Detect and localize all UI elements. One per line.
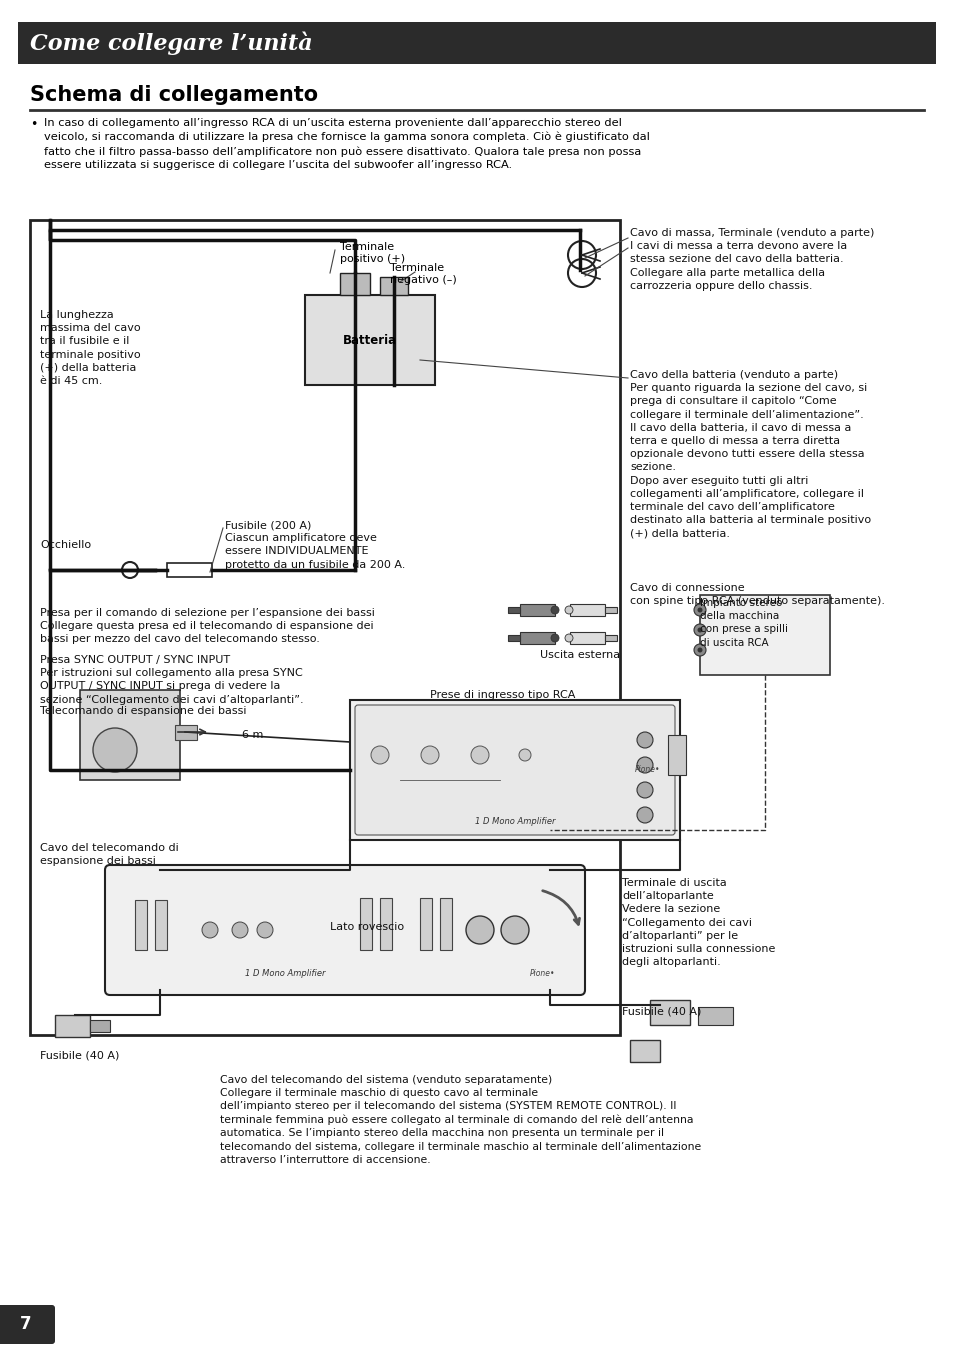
- Circle shape: [637, 732, 652, 748]
- Circle shape: [551, 634, 558, 642]
- Text: Cavo del telecomando del sistema (venduto separatamente)
Collegare il terminale : Cavo del telecomando del sistema (vendut…: [220, 1075, 700, 1165]
- Text: Pione•: Pione•: [529, 969, 555, 978]
- Circle shape: [697, 648, 701, 653]
- Bar: [80, 690, 180, 780]
- Bar: [379, 898, 392, 950]
- Text: Terminale
positivo (+): Terminale positivo (+): [339, 243, 405, 264]
- Text: In caso di collegamento all’ingresso RCA di un’uscita esterna proveniente dall’a: In caso di collegamento all’ingresso RCA…: [44, 118, 649, 171]
- Circle shape: [697, 627, 701, 633]
- Circle shape: [256, 921, 273, 938]
- Circle shape: [637, 782, 652, 798]
- Circle shape: [564, 606, 573, 614]
- Text: Presa per il comando di selezione per l’espansione dei bassi
Collegare questa pr: Presa per il comando di selezione per l’…: [40, 608, 375, 645]
- Text: Impianto stereo
della macchina
con prese a spilli
di uscita RCA: Impianto stereo della macchina con prese…: [700, 598, 787, 648]
- Text: Occhiello: Occhiello: [40, 541, 91, 550]
- Text: Terminale
negativo (–): Terminale negativo (–): [390, 263, 456, 286]
- Circle shape: [697, 607, 701, 612]
- Circle shape: [637, 757, 652, 772]
- Text: La lunghezza
massima del cavo
tra il fusibile e il
terminale positivo
(+) della : La lunghezza massima del cavo tra il fus…: [40, 310, 140, 386]
- Circle shape: [420, 747, 438, 764]
- Text: Cavo del telecomando di
espansione dei bassi: Cavo del telecomando di espansione dei b…: [40, 843, 178, 866]
- Circle shape: [693, 644, 705, 656]
- Text: •: •: [30, 118, 37, 131]
- Bar: [698, 1007, 732, 1024]
- Text: Cavo di massa, Terminale (venduto a parte)
I cavi di messa a terra devono avere : Cavo di massa, Terminale (venduto a part…: [629, 228, 874, 291]
- Bar: [569, 631, 604, 644]
- Text: 6 m: 6 m: [242, 730, 263, 740]
- Circle shape: [518, 749, 531, 762]
- Bar: [419, 898, 432, 950]
- Bar: [135, 900, 147, 950]
- Bar: [604, 635, 617, 641]
- Text: Terminale di uscita
dell’altoparlante
Vedere la sezione
“Collegamento dei cavi
d: Terminale di uscita dell’altoparlante Ve…: [621, 878, 775, 967]
- Bar: [667, 734, 685, 775]
- FancyBboxPatch shape: [0, 1305, 55, 1344]
- Circle shape: [551, 606, 558, 614]
- Bar: [379, 276, 408, 295]
- FancyBboxPatch shape: [105, 864, 584, 995]
- Text: Cavo di connessione
con spine tipo RCA (venduto separatamente).: Cavo di connessione con spine tipo RCA (…: [629, 583, 884, 606]
- Text: Fusibile (40 A): Fusibile (40 A): [40, 1050, 119, 1060]
- Bar: [359, 898, 372, 950]
- Bar: [569, 604, 604, 617]
- Bar: [519, 631, 555, 644]
- Bar: [154, 900, 167, 950]
- Bar: [30, 220, 619, 1035]
- Bar: [649, 1000, 689, 1024]
- Circle shape: [564, 634, 573, 642]
- Circle shape: [371, 747, 389, 764]
- Circle shape: [500, 916, 529, 944]
- Bar: [439, 898, 452, 950]
- Bar: [55, 1015, 90, 1037]
- Text: Come collegare l’unità: Come collegare l’unità: [30, 31, 313, 54]
- Circle shape: [202, 921, 218, 938]
- Text: Fusibile (40 A): Fusibile (40 A): [621, 1005, 700, 1016]
- Bar: [168, 562, 213, 577]
- Bar: [700, 595, 829, 675]
- Text: Cavo della batteria (venduto a parte)
Per quanto riguarda la sezione del cavo, s: Cavo della batteria (venduto a parte) Pe…: [629, 370, 870, 538]
- Text: Presa SYNC OUTPUT / SYNC INPUT
Per istruzioni sul collegamento alla presa SYNC
O: Presa SYNC OUTPUT / SYNC INPUT Per istru…: [40, 654, 303, 705]
- Circle shape: [465, 916, 494, 944]
- Bar: [90, 1020, 110, 1033]
- Bar: [519, 604, 555, 617]
- Text: Prese di ingresso tipo RCA: Prese di ingresso tipo RCA: [430, 690, 575, 701]
- Bar: [305, 295, 435, 385]
- Bar: [604, 607, 617, 612]
- Circle shape: [471, 747, 489, 764]
- Bar: [507, 635, 519, 641]
- Text: Schema di collegamento: Schema di collegamento: [30, 85, 317, 104]
- Text: Batteria: Batteria: [342, 333, 396, 347]
- Bar: [629, 1041, 659, 1062]
- Circle shape: [232, 921, 248, 938]
- Text: Telecomando di espansione dei bassi: Telecomando di espansione dei bassi: [40, 706, 246, 715]
- FancyBboxPatch shape: [355, 705, 675, 835]
- Circle shape: [637, 808, 652, 822]
- Text: Pione•: Pione•: [634, 766, 659, 775]
- Text: 1 D Mono Amplifier: 1 D Mono Amplifier: [245, 969, 325, 978]
- Text: Lato rovescio: Lato rovescio: [330, 921, 404, 932]
- Bar: [507, 607, 519, 612]
- Bar: [174, 725, 196, 740]
- Text: Uscita esterna: Uscita esterna: [539, 650, 619, 660]
- Bar: [18, 22, 935, 64]
- Bar: [339, 272, 370, 295]
- Circle shape: [693, 604, 705, 617]
- Circle shape: [92, 728, 137, 772]
- Text: 7: 7: [20, 1314, 31, 1333]
- Text: 1 D Mono Amplifier: 1 D Mono Amplifier: [475, 817, 555, 827]
- Text: Fusibile (200 A)
Ciascun amplificatore deve
essere INDIVIDUALMENTE
protetto da u: Fusibile (200 A) Ciascun amplificatore d…: [225, 520, 405, 569]
- Bar: [350, 701, 679, 840]
- Circle shape: [693, 625, 705, 635]
